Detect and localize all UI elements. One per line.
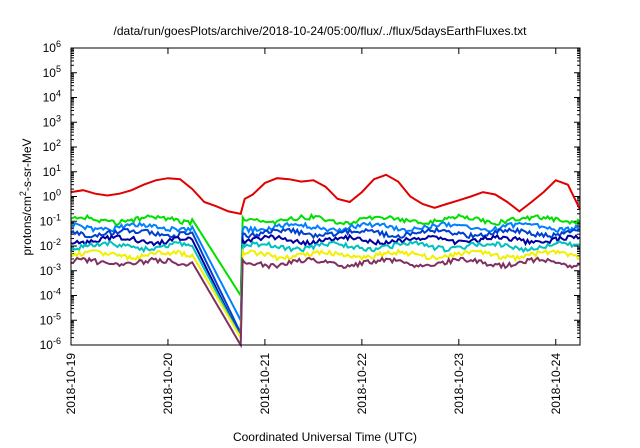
y-tick-label: 105 <box>43 64 61 80</box>
series-line <box>70 226 581 334</box>
series-line <box>70 233 581 338</box>
y-tick-label-sup: 1 <box>56 163 61 173</box>
series-line <box>70 221 581 325</box>
x-tick-label: 2018-10-20 <box>161 353 175 415</box>
y-tick-label-base: 10 <box>43 165 57 179</box>
y-tick-label: 104 <box>43 89 61 105</box>
y-tick-label-base: 10 <box>40 338 54 352</box>
y-tick-label-base: 10 <box>43 66 57 80</box>
x-axis-ticks: 2018-10-19 2018-10-20 2018-10-21 2018-10-22… <box>64 48 563 414</box>
y-tick-label-sup: -6 <box>53 336 61 346</box>
y-tick-label-base: 10 <box>40 264 54 278</box>
y-tick-label-sup: 5 <box>56 64 61 74</box>
y-tick-label-sup: -2 <box>53 237 61 247</box>
y-axis-label: protons/cm2-s-sr-MeV <box>18 138 34 255</box>
y-tick-label-sup: -1 <box>53 212 61 222</box>
y-tick-label: 100 <box>43 188 61 204</box>
series-line <box>70 256 581 349</box>
y-tick-label-sup: 6 <box>56 39 61 49</box>
y-tick-label: 106 <box>43 39 61 55</box>
x-tick-label: 2018-10-23 <box>452 353 466 415</box>
y-tick-label-sup: 4 <box>56 89 61 99</box>
y-tick-label-base: 10 <box>40 214 54 228</box>
y-tick-label-base: 10 <box>40 313 54 327</box>
y-axis-label-rest: -s-sr-MeV <box>20 138 34 191</box>
y-tick-label-sup: 2 <box>56 138 61 148</box>
y-tick-label-base: 10 <box>43 140 57 154</box>
y-tick-label: 103 <box>43 113 61 129</box>
y-axis-ticks: 10-610-510-410-310-210-11001011021031041… <box>40 39 580 352</box>
series-line <box>70 240 581 342</box>
y-tick-label-sup: -4 <box>53 287 61 297</box>
series-line <box>70 173 581 215</box>
y-tick-label: 10-3 <box>40 262 61 278</box>
series-layer <box>70 173 581 349</box>
x-axis-label: Coordinated Universal Time (UTC) <box>233 430 417 444</box>
y-tick-label: 10-2 <box>40 237 61 253</box>
y-tick-label: 10-4 <box>40 287 61 303</box>
x-tick-label: 2018-10-19 <box>64 353 78 415</box>
y-tick-label-sup: -3 <box>53 262 61 272</box>
y-tick-label: 101 <box>43 163 61 179</box>
y-tick-label-base: 10 <box>43 190 57 204</box>
y-tick-label: 102 <box>43 138 61 154</box>
series-line <box>70 212 581 299</box>
y-tick-label-base: 10 <box>43 115 57 129</box>
y-tick-label: 10-6 <box>40 336 61 352</box>
y-tick-label: 10-1 <box>40 212 61 228</box>
y-tick-label: 10-5 <box>40 311 61 327</box>
x-tick-label: 2018-10-22 <box>355 353 369 415</box>
chart-title: /data/run/goesPlots/archive/2018-10-24/0… <box>114 24 528 38</box>
y-tick-label-sup: -5 <box>53 311 61 321</box>
y-tick-label-base: 10 <box>40 239 54 253</box>
plot-frame <box>70 47 581 346</box>
y-axis-label-sup: 2 <box>18 191 28 196</box>
series-line <box>70 247 581 341</box>
y-tick-label-sup: 3 <box>56 113 61 123</box>
y-tick-label-sup: 0 <box>56 188 61 198</box>
y-axis-label-base: protons/cm <box>20 196 34 255</box>
x-tick-label: 2018-10-21 <box>258 353 272 415</box>
x-tick-label: 2018-10-24 <box>549 353 563 415</box>
y-tick-label-base: 10 <box>43 91 57 105</box>
y-tick-label-base: 10 <box>40 289 54 303</box>
y-tick-label-base: 10 <box>43 41 57 55</box>
